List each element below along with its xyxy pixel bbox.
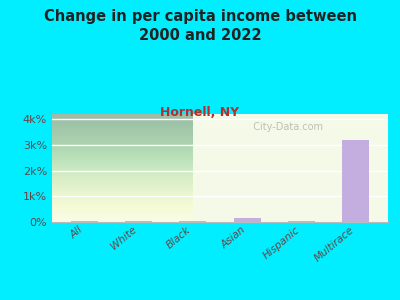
- Text: City-Data.com: City-Data.com: [247, 122, 323, 132]
- Bar: [125, 221, 152, 222]
- Bar: [234, 218, 261, 222]
- Bar: [179, 221, 206, 222]
- Bar: [342, 140, 369, 222]
- Bar: [288, 220, 315, 222]
- Bar: [71, 221, 98, 222]
- Text: Change in per capita income between
2000 and 2022: Change in per capita income between 2000…: [44, 9, 356, 43]
- Text: Hornell, NY: Hornell, NY: [160, 106, 240, 119]
